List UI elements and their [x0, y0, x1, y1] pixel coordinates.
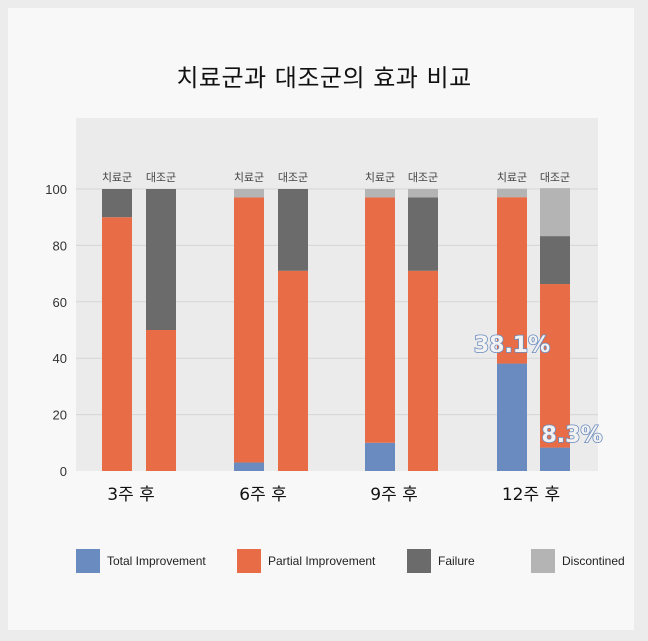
bar-segment	[408, 197, 438, 271]
bar-segment	[365, 197, 395, 443]
legend-label: Partial Improvement	[268, 554, 376, 568]
x-group-label: 12주 후	[502, 485, 560, 505]
legend-swatch	[531, 549, 555, 573]
bar-segment	[540, 284, 570, 448]
bar-segment	[540, 447, 570, 471]
legend-swatch	[407, 549, 431, 573]
x-group-label: 6주 후	[239, 485, 287, 505]
bar-segment	[497, 363, 527, 471]
legend-label: Total Improvement	[107, 554, 206, 568]
bar-segment	[497, 197, 527, 364]
legend-swatch	[237, 549, 261, 573]
bar-label: 치료군	[102, 171, 132, 184]
bar-segment	[365, 189, 395, 198]
bar-segment	[234, 189, 264, 198]
bar-segment	[102, 217, 132, 471]
y-tick-label: 80	[53, 238, 67, 253]
bar-segment	[540, 188, 570, 237]
bar-label: 대조군	[540, 171, 570, 184]
legend-swatch	[76, 549, 100, 573]
bar-label: 대조군	[146, 171, 176, 184]
bar-segment	[365, 442, 395, 471]
bar-segment	[408, 270, 438, 471]
bar-segment	[102, 189, 132, 218]
y-tick-label: 100	[45, 182, 67, 197]
legend-label: Failure	[438, 554, 475, 568]
bar-label: 대조군	[408, 171, 438, 184]
bar-segment	[234, 462, 264, 471]
bar-segment	[497, 188, 527, 198]
bar-segment	[234, 197, 264, 463]
bar-segment	[540, 236, 570, 285]
bar-label: 치료군	[234, 171, 264, 184]
plot-area: 0 20 40 60 80 100 치료군 대조군 3주 후 치료군 대조군 6주 후 치료군 대조군 9주…	[45, 118, 603, 505]
bar-segment	[278, 270, 308, 471]
bar-label: 대조군	[278, 171, 308, 184]
y-tick-label: 40	[53, 351, 67, 366]
bar-label: 치료군	[365, 171, 395, 184]
chart-title: 치료군과 대조군의 효과 비교	[176, 64, 472, 92]
bar-segment	[146, 330, 176, 471]
y-tick-label: 0	[60, 464, 67, 479]
y-tick-label: 20	[53, 408, 67, 423]
x-group-label: 3주 후	[107, 485, 155, 505]
legend-label: Discontined	[562, 554, 625, 568]
bar-segment	[278, 189, 308, 271]
bar-segment	[408, 189, 438, 198]
value-annotation: 38.1%	[474, 333, 550, 358]
value-annotation: 8.3%	[541, 423, 602, 448]
y-tick-label: 60	[53, 295, 67, 310]
x-group-label: 9주 후	[370, 485, 418, 505]
bar-label: 치료군	[497, 171, 527, 184]
bar-segment	[146, 189, 176, 330]
